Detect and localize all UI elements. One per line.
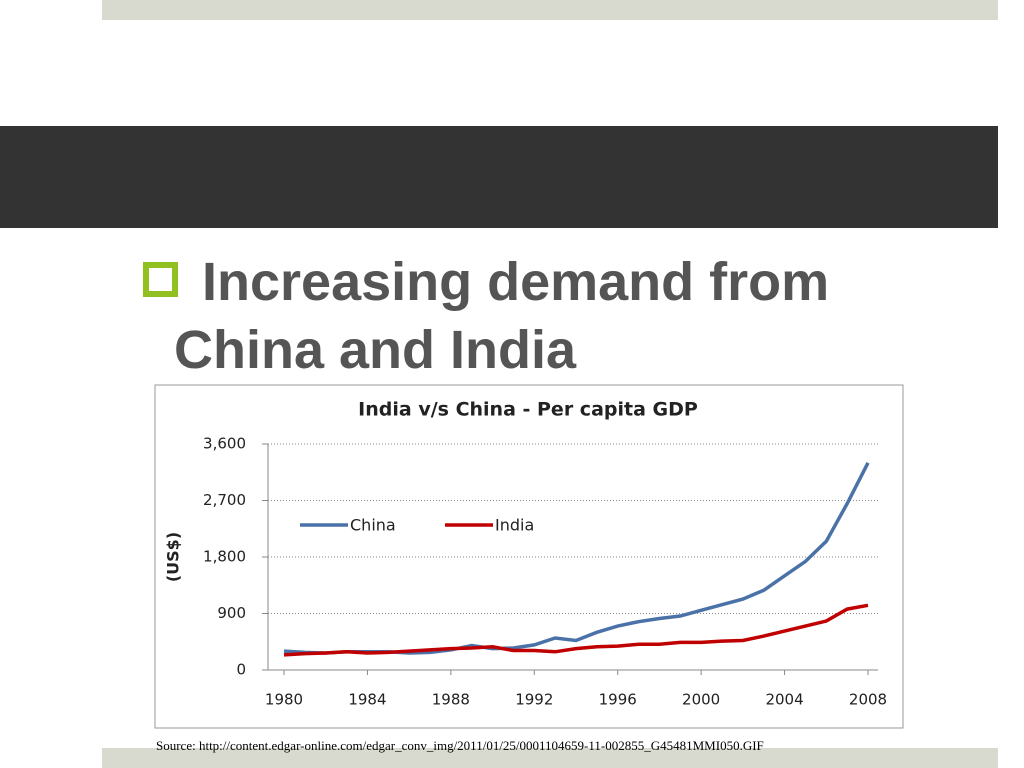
y-tick-label: 1,800 (203, 548, 246, 566)
x-tick-label: 1984 (348, 691, 386, 709)
bullet-text: Increasing demand from China and India (174, 252, 830, 380)
y-axis-label: (US$) (164, 532, 183, 582)
y-tick-label: 2,700 (203, 491, 246, 509)
legend-label: China (350, 516, 396, 535)
x-tick-label: 1992 (515, 691, 553, 709)
x-tick-label: 2000 (682, 691, 720, 709)
bottom-strip (102, 748, 998, 768)
x-tick-label: 2004 (765, 691, 803, 709)
x-tick-label: 2008 (849, 691, 887, 709)
chart-title: India v/s China - Per capita GDP (358, 399, 698, 421)
x-tick-label: 1996 (599, 691, 637, 709)
y-tick-label: 900 (217, 604, 246, 622)
x-tick-label: 1988 (432, 691, 470, 709)
y-tick-label: 0 (236, 661, 246, 679)
series-line (283, 603, 869, 657)
legend-label: India (495, 516, 534, 535)
top-strip (102, 0, 998, 20)
bullet-icon (143, 262, 178, 297)
header-band (0, 126, 998, 228)
source: Source: http://content.edgar-online.com/… (156, 738, 764, 753)
chart: India v/s China - Per capita GDP (US$) 0… (154, 384, 904, 729)
x-tick-label: 1980 (265, 691, 303, 709)
y-tick-label: 3,600 (203, 435, 246, 453)
